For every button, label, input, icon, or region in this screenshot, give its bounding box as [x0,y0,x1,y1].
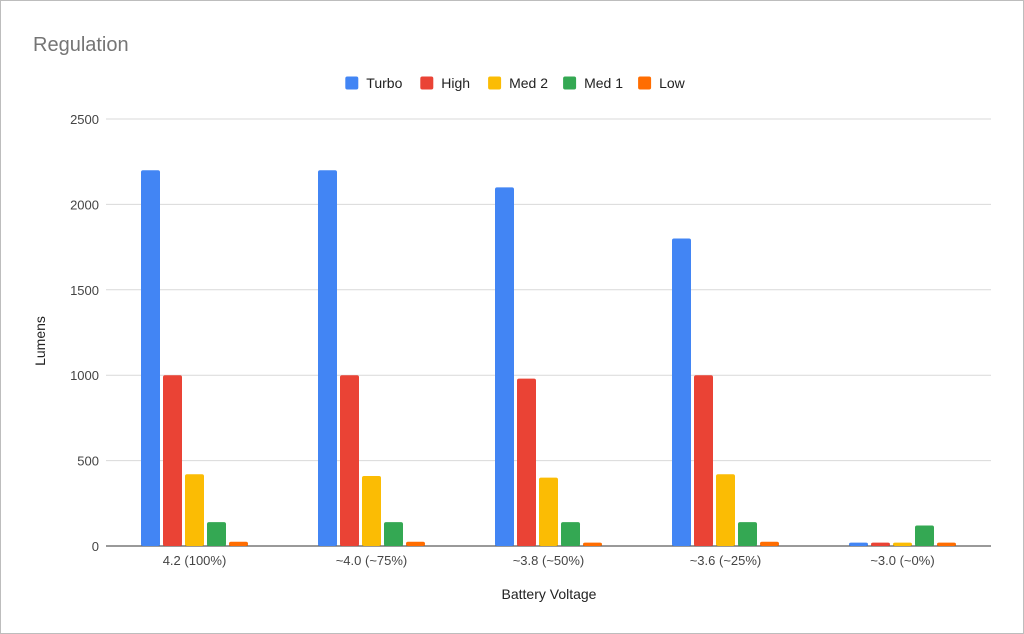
y-tick-label: 1000 [70,368,99,383]
bar-turbo [318,170,337,547]
bar-low [583,542,602,546]
legend-swatch-med-1 [563,76,577,90]
y-tick-label: 500 [77,454,99,469]
legend-label-low: Low [659,75,686,91]
y-tick-label: 2000 [70,197,99,212]
y-tick-label: 0 [92,539,99,554]
bar-turbo [495,187,514,546]
x-tick-label: ~4.0 (~75%) [336,553,408,568]
bar-med-1 [915,525,934,546]
x-axis-title: Battery Voltage [502,586,597,602]
bar-med-2 [539,477,558,546]
legend-swatch-turbo [345,76,359,90]
bar-med-2 [185,474,204,546]
bar-med-1 [384,522,403,546]
x-tick-label: ~3.0 (~0%) [870,553,934,568]
legend-swatch-med-2 [488,76,502,90]
bar-med-2 [893,542,912,546]
bar-low [937,542,956,546]
chart-title: Regulation [33,34,129,56]
grid-lines [106,118,991,547]
bar-med-2 [716,474,735,546]
bar-turbo [849,542,868,546]
x-tick-label: ~3.8 (~50%) [513,553,585,568]
y-axis-title: Lumens [32,316,48,366]
legend-label-med-2: Med 2 [509,75,548,91]
y-tick-label: 1500 [70,283,99,298]
x-tick-label: ~3.6 (~25%) [690,553,762,568]
bar-high [871,542,890,546]
bar-low [406,541,425,546]
x-tick-label: 4.2 (100%) [163,553,227,568]
bar-turbo [141,170,160,547]
bars [141,170,956,547]
bar-med-1 [207,522,226,546]
legend-label-turbo: Turbo [366,75,402,91]
bar-low [760,541,779,546]
bar-low [229,541,248,546]
y-tick-label: 2500 [70,112,99,127]
bar-med-1 [738,522,757,546]
y-axis-ticks: 0 500 1000 1500 2000 2500 [70,112,99,554]
legend: Turbo High Med 2 Med 1 Low [345,75,686,91]
bar-high [517,378,536,546]
legend-swatch-low [638,76,652,90]
bar-high [694,375,713,546]
bar-turbo [672,238,691,546]
bar-med-2 [362,475,381,546]
bar-med-1 [561,522,580,546]
bar-high [340,375,359,546]
legend-label-med-1: Med 1 [584,75,623,91]
x-axis-ticks: 4.2 (100%) ~4.0 (~75%) ~3.8 (~50%) ~3.6 (~2… [163,553,935,568]
legend-swatch-high [420,76,434,90]
bar-high [163,375,182,546]
legend-label-high: High [441,75,470,91]
